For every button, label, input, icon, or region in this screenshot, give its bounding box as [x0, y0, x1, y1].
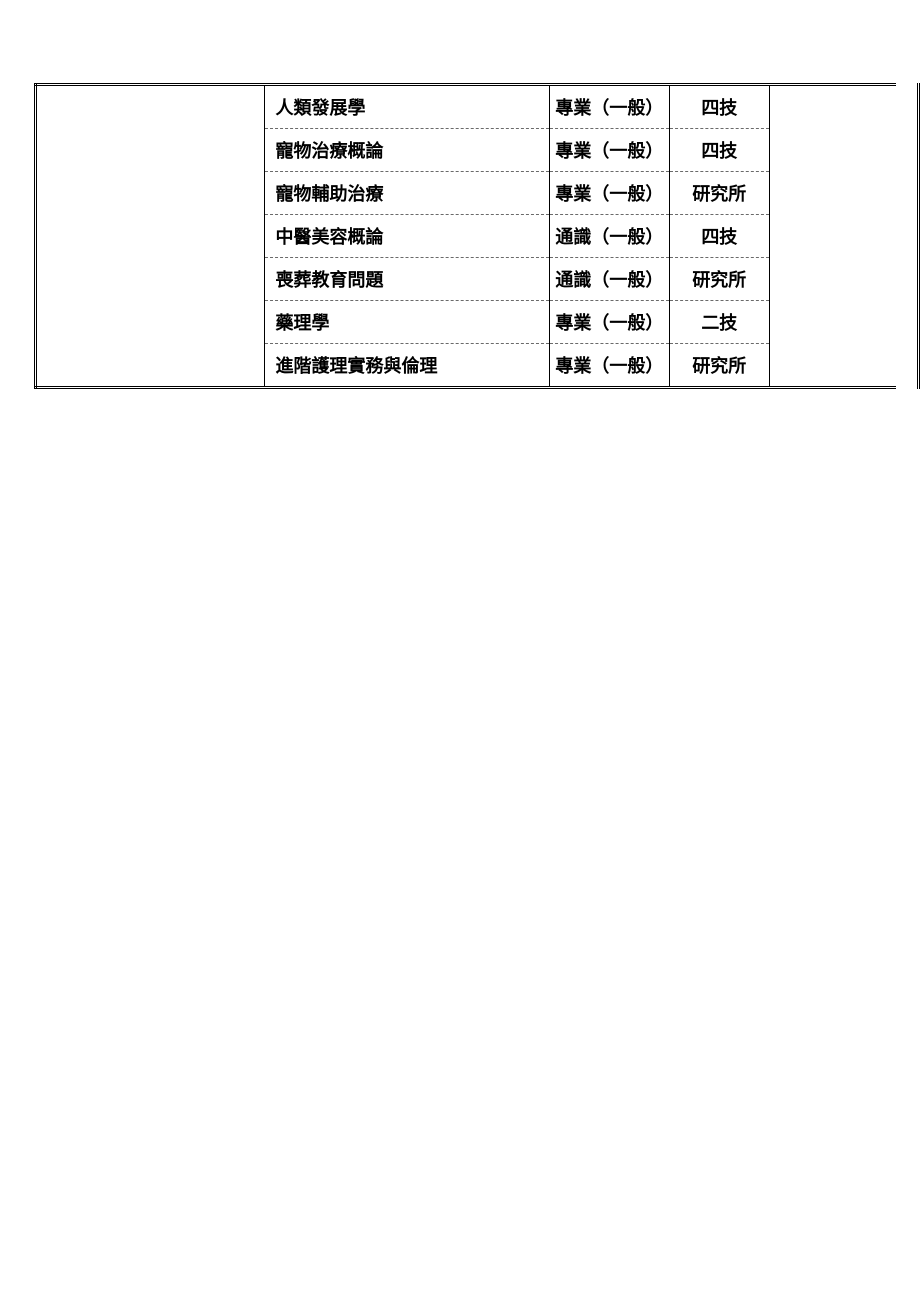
category-cell: 通識（一般）	[549, 258, 669, 301]
level-cell: 研究所	[669, 172, 769, 215]
course-name-cell: 中醫美容概論	[265, 215, 549, 258]
course-name-cell: 藥理學	[265, 301, 549, 344]
level-cell: 四技	[669, 129, 769, 172]
category-cell: 專業（一般）	[549, 301, 669, 344]
course-table-wrapper: 人類發展學 專業（一般） 四技 寵物治療概論 專業（一般） 四技 寵物輔助治療 …	[34, 83, 896, 389]
level-cell: 二技	[669, 301, 769, 344]
course-name-cell: 寵物輔助治療	[265, 172, 549, 215]
level-cell: 研究所	[669, 344, 769, 388]
course-name-cell: 寵物治療概論	[265, 129, 549, 172]
level-cell: 研究所	[669, 258, 769, 301]
course-name-cell: 進階護理實務與倫理	[265, 344, 549, 388]
blank-left-cell	[36, 85, 265, 388]
blank-right-cell	[769, 85, 896, 388]
course-table-body: 人類發展學 專業（一般） 四技 寵物治療概論 專業（一般） 四技 寵物輔助治療 …	[36, 85, 897, 388]
category-cell: 通識（一般）	[549, 215, 669, 258]
category-cell: 專業（一般）	[549, 344, 669, 388]
level-cell: 四技	[669, 85, 769, 129]
course-name-cell: 喪葬教育問題	[265, 258, 549, 301]
table-row: 人類發展學 專業（一般） 四技	[36, 85, 897, 129]
category-cell: 專業（一般）	[549, 172, 669, 215]
level-cell: 四技	[669, 215, 769, 258]
course-name-cell: 人類發展學	[265, 85, 549, 129]
course-table: 人類發展學 專業（一般） 四技 寵物治療概論 專業（一般） 四技 寵物輔助治療 …	[34, 83, 896, 389]
category-cell: 專業（一般）	[549, 129, 669, 172]
category-cell: 專業（一般）	[549, 85, 669, 129]
